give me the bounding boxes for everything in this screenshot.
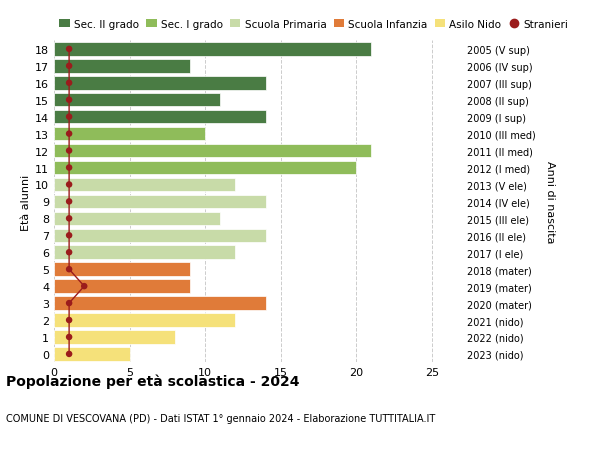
Point bbox=[64, 198, 74, 206]
Point bbox=[64, 351, 74, 358]
Point bbox=[64, 181, 74, 189]
Text: Popolazione per età scolastica - 2024: Popolazione per età scolastica - 2024 bbox=[6, 374, 299, 389]
Point bbox=[64, 300, 74, 307]
Bar bbox=[54, 347, 130, 361]
Point bbox=[64, 266, 74, 273]
Bar bbox=[54, 111, 266, 124]
Bar bbox=[54, 246, 235, 259]
Point bbox=[64, 334, 74, 341]
Bar bbox=[54, 195, 266, 209]
Y-axis label: Anni di nascita: Anni di nascita bbox=[545, 161, 555, 243]
Bar bbox=[54, 280, 190, 293]
Text: COMUNE DI VESCOVANA (PD) - Dati ISTAT 1° gennaio 2024 - Elaborazione TUTTITALIA.: COMUNE DI VESCOVANA (PD) - Dati ISTAT 1°… bbox=[6, 413, 435, 423]
Bar bbox=[54, 60, 190, 73]
Point bbox=[64, 114, 74, 121]
Point bbox=[64, 131, 74, 138]
Point bbox=[64, 46, 74, 53]
Bar bbox=[54, 330, 175, 344]
Bar bbox=[54, 94, 220, 107]
Point bbox=[64, 97, 74, 104]
Point bbox=[64, 80, 74, 87]
Point bbox=[64, 317, 74, 324]
Bar bbox=[54, 128, 205, 141]
Bar bbox=[54, 145, 371, 158]
Bar bbox=[54, 313, 235, 327]
Bar bbox=[54, 263, 190, 276]
Bar bbox=[54, 162, 356, 175]
Point bbox=[64, 215, 74, 223]
Legend: Sec. II grado, Sec. I grado, Scuola Primaria, Scuola Infanzia, Asilo Nido, Stran: Sec. II grado, Sec. I grado, Scuola Prim… bbox=[59, 20, 568, 30]
Bar bbox=[54, 297, 266, 310]
Bar bbox=[54, 229, 266, 242]
Point bbox=[64, 63, 74, 70]
Point bbox=[64, 147, 74, 155]
Bar bbox=[54, 212, 220, 226]
Y-axis label: Età alunni: Età alunni bbox=[21, 174, 31, 230]
Bar bbox=[54, 43, 371, 56]
Bar bbox=[54, 178, 235, 192]
Point bbox=[64, 164, 74, 172]
Bar bbox=[54, 77, 266, 90]
Point bbox=[79, 283, 89, 290]
Point bbox=[64, 249, 74, 257]
Point bbox=[64, 232, 74, 240]
